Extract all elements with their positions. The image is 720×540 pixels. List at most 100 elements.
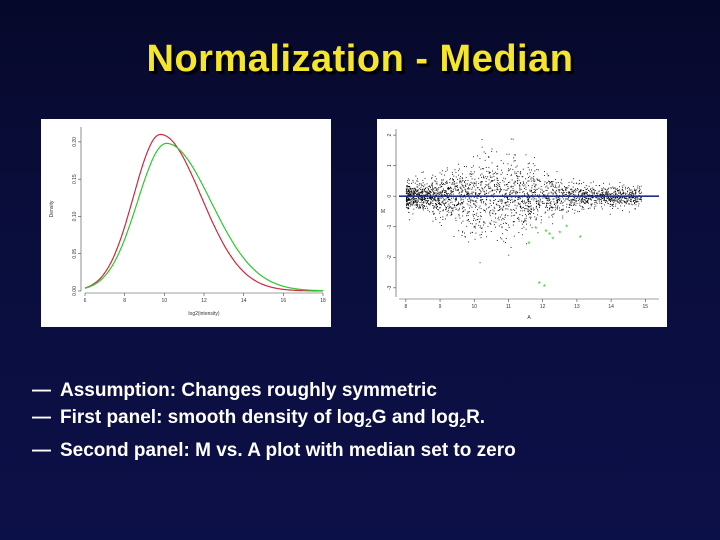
scatter-point xyxy=(497,189,498,191)
scatter-point xyxy=(592,196,593,198)
scatter-point xyxy=(596,194,598,196)
scatter-point xyxy=(533,180,535,182)
scatter-point xyxy=(556,197,558,199)
scatter-point xyxy=(518,176,520,178)
scatter-point xyxy=(441,201,443,203)
scatter-point xyxy=(483,201,485,202)
scatter-point xyxy=(519,172,521,174)
scatter-point xyxy=(601,199,602,201)
scatter-point xyxy=(483,190,485,192)
scatter-point xyxy=(484,194,486,196)
scatter-point xyxy=(496,183,497,185)
scatter-point xyxy=(587,201,589,203)
scatter-point xyxy=(512,138,514,140)
scatter-point xyxy=(522,181,524,183)
scatter-point xyxy=(602,192,603,194)
scatter-point xyxy=(434,175,436,177)
scatter-point xyxy=(557,201,559,203)
scatter-point xyxy=(438,203,440,204)
scatter-point xyxy=(543,194,545,196)
scatter-point xyxy=(606,201,608,202)
scatter-point xyxy=(546,202,547,204)
scatter-point xyxy=(456,185,458,187)
scatter-point xyxy=(463,196,465,198)
scatter-point xyxy=(489,188,490,189)
scatter-point xyxy=(627,191,628,193)
scatter-point xyxy=(419,192,421,194)
scatter-point xyxy=(511,193,513,195)
scatter-point xyxy=(600,194,602,196)
scatter-point xyxy=(474,225,476,227)
scatter-point xyxy=(565,198,566,200)
scatter-point xyxy=(581,198,583,200)
scatter-point xyxy=(429,211,430,213)
scatter-point xyxy=(540,191,541,193)
scatter-point xyxy=(496,204,497,206)
scatter-point xyxy=(626,199,628,201)
scatter-point xyxy=(579,204,581,206)
scatter-point xyxy=(408,203,410,205)
scatter-point xyxy=(634,208,636,210)
scatter-point xyxy=(561,189,563,191)
scatter-point xyxy=(436,188,438,189)
scatter-point xyxy=(586,197,588,199)
scatter-point xyxy=(484,159,486,161)
scatter-point xyxy=(445,218,446,220)
scatter-point xyxy=(471,223,473,225)
scatter-point xyxy=(589,198,591,200)
scatter-point xyxy=(407,186,409,187)
scatter-point xyxy=(510,138,512,140)
scatter-point xyxy=(444,204,446,206)
scatter-point xyxy=(445,182,446,184)
scatter-point xyxy=(505,222,507,224)
scatter-point xyxy=(635,192,637,194)
scatter-point xyxy=(432,182,433,184)
scatter-point xyxy=(488,179,490,181)
scatter-point xyxy=(580,199,582,201)
scatter-point xyxy=(441,179,443,181)
scatter-point xyxy=(492,189,494,191)
scatter-point xyxy=(408,211,410,213)
scatter-point xyxy=(406,199,407,200)
scatter-point xyxy=(553,191,555,193)
scatter-point xyxy=(415,192,417,194)
scatter-point xyxy=(483,202,484,204)
scatter-point xyxy=(606,192,608,193)
scatter-point xyxy=(508,169,510,171)
scatter-point xyxy=(615,203,617,205)
scatter-point xyxy=(523,191,525,193)
scatter-point xyxy=(604,200,606,202)
scatter-point xyxy=(427,192,429,194)
scatter-point xyxy=(463,185,465,187)
scatter-point xyxy=(517,180,518,182)
scatter-point xyxy=(515,193,517,195)
scatter-point xyxy=(609,198,611,200)
scatter-point xyxy=(469,200,471,202)
scatter-point xyxy=(549,208,550,209)
scatter-point xyxy=(431,184,433,186)
scatter-point xyxy=(480,202,482,204)
scatter-point xyxy=(452,208,454,210)
scatter-point xyxy=(473,197,475,198)
scatter-point xyxy=(589,194,590,196)
scatter-point xyxy=(473,171,475,173)
scatter-point xyxy=(633,200,635,201)
scatter-point xyxy=(548,175,550,176)
scatter-point xyxy=(475,200,477,201)
scatter-point xyxy=(524,188,525,189)
scatter-point xyxy=(635,198,637,200)
scatter-point xyxy=(550,186,552,188)
scatter-point xyxy=(469,197,470,199)
scatter-point xyxy=(632,201,634,202)
scatter-point xyxy=(587,208,589,209)
scatter-point xyxy=(446,208,447,210)
scatter-point xyxy=(616,200,618,202)
scatter-point xyxy=(568,191,570,193)
scatter-point xyxy=(425,199,427,201)
scatter-point xyxy=(580,189,581,191)
scatter-point xyxy=(513,160,515,162)
scatter-point xyxy=(462,211,464,213)
scatter-point xyxy=(562,201,564,203)
scatter-point xyxy=(511,179,513,181)
scatter-point xyxy=(471,232,473,233)
